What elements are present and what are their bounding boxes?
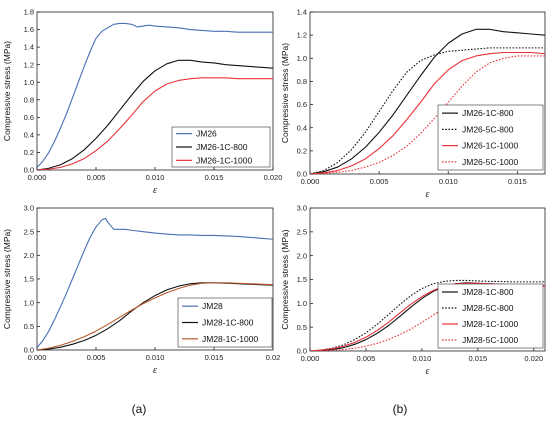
y-tick-label: 0.0 xyxy=(297,170,307,179)
x-tick-label: 0.005 xyxy=(87,353,106,362)
series-line-jm28 xyxy=(37,217,273,348)
plot-frame xyxy=(309,11,546,175)
x-tick-label: 0.015 xyxy=(468,354,487,363)
x-tick-label: 0.005 xyxy=(357,354,376,363)
panel-label-a: (a) xyxy=(132,402,147,416)
y-tick-label: 2.0 xyxy=(297,251,307,260)
y-tick-label: 0.0 xyxy=(297,347,307,356)
chart-bottom-right: 0.000 0.005 0.010 0.015 0.020 0.0 0.5 1.0 1.5 2.0… xyxy=(280,204,546,377)
y-tick-label: 0.8 xyxy=(24,95,34,104)
x-tick-label: 0.020 xyxy=(264,173,283,182)
x-tick-label: 0.015 xyxy=(205,173,224,182)
legend-entry: JM26 xyxy=(196,129,217,139)
x-tick-label: 0.000 xyxy=(301,354,320,363)
legend-entry: JM28-5C-800 xyxy=(462,303,514,313)
series-line-jm26-1c-800 xyxy=(37,59,273,170)
y-axis-label: Compressive stress (MPa) xyxy=(280,229,290,329)
y-tick-label: 1.2 xyxy=(24,60,34,69)
y-tick-label: 0.0 xyxy=(24,346,34,355)
x-axis-label: ε xyxy=(153,365,157,376)
x-tick-label: 0.005 xyxy=(370,177,389,186)
legend-entry: JM28-5C-1000 xyxy=(462,335,518,345)
legend-entry: JM28-1C-1000 xyxy=(462,319,518,329)
legend-entry: JM28-1C-800 xyxy=(462,287,514,297)
y-tick-label: 1.4 xyxy=(297,8,307,17)
y-tick-label: 2.5 xyxy=(297,227,307,236)
x-tick-label: 0.010 xyxy=(146,353,165,362)
legend-entry: JM26-5C-1000 xyxy=(462,157,518,167)
legend-box xyxy=(437,104,544,171)
y-tick-label: 3.0 xyxy=(297,204,307,213)
y-tick-label: 0.4 xyxy=(24,130,34,139)
y-tick-label: 1.6 xyxy=(24,25,34,34)
x-tick-label: 0.010 xyxy=(413,354,432,363)
legend-entry: JM26-5C-800 xyxy=(462,124,514,134)
x-tick-label: 0.010 xyxy=(146,173,165,182)
legend-box xyxy=(437,283,544,349)
chart-top-left: 0.000 0.005 0.010 0.015 0.020 0.0 0.2 0.4 0.6 0.8… xyxy=(2,8,282,196)
x-axis-label: ε xyxy=(153,185,157,196)
x-tick-label: 0.015 xyxy=(508,177,527,186)
y-tick-label: 0.0 xyxy=(24,166,34,175)
x-tick-label: 0.015 xyxy=(205,353,224,362)
series-line-jm26-5c-1000 xyxy=(310,55,545,174)
y-tick-label: 1.0 xyxy=(297,299,307,308)
y-tick-label: 2.5 xyxy=(24,227,34,236)
legend-entry: JM28-1C-1000 xyxy=(202,334,258,344)
y-tick-label: 0.4 xyxy=(297,123,307,132)
legend-entry: JM26-1C-1000 xyxy=(196,155,252,165)
y-axis-label: Compressive stress (MPa) xyxy=(2,229,12,329)
x-tick-label: 0.005 xyxy=(87,173,106,182)
x-axis-label: ε xyxy=(426,189,430,200)
series-line-jm26-1c-1000 xyxy=(310,51,545,174)
y-tick-label: 1.0 xyxy=(24,78,34,87)
x-tick-label: 0.02 xyxy=(266,353,281,362)
y-tick-label: 0.8 xyxy=(297,77,307,86)
y-axis-label: Compressive stress (MPa) xyxy=(2,41,12,141)
series-line-jm26-5c-800 xyxy=(310,47,545,174)
series-line-jm26-1c-800 xyxy=(310,28,545,174)
y-tick-label: 0.6 xyxy=(24,113,34,122)
x-tick-label: 0.000 xyxy=(301,177,320,186)
y-tick-label: 1.0 xyxy=(297,54,307,63)
y-tick-label: 1.4 xyxy=(24,43,34,52)
legend-entry: JM26-1C-800 xyxy=(462,108,514,118)
legend-entry: JM26-1C-800 xyxy=(196,142,248,152)
x-tick-label: 0.000 xyxy=(28,353,47,362)
y-tick-label: 1.8 xyxy=(24,8,34,17)
y-tick-label: 1.5 xyxy=(24,275,34,284)
y-tick-label: 0.6 xyxy=(297,100,307,109)
legend-entry: JM28 xyxy=(202,301,223,311)
chart-bottom-left: 0.000 0.005 0.010 0.015 0.02 0.0 0.5 1.0 1.5 2.0 2… xyxy=(2,204,280,376)
y-tick-label: 0.5 xyxy=(297,323,307,332)
legend-entry: JM26-1C-1000 xyxy=(462,141,518,151)
x-axis-label: ε xyxy=(426,366,430,377)
y-tick-label: 1.0 xyxy=(24,298,34,307)
x-tick-label: 0.020 xyxy=(524,354,543,363)
y-tick-label: 0.5 xyxy=(24,322,34,331)
y-tick-label: 2.0 xyxy=(24,251,34,260)
chart-top-right: 0.000 0.005 0.010 0.015 0.0 0.2 0.4 0.6 0.8 1.0 1.… xyxy=(280,8,546,200)
panel-label-b: (b) xyxy=(393,402,408,416)
y-tick-label: 0.2 xyxy=(24,148,34,157)
y-axis-label: Compressive stress (MPa) xyxy=(280,43,290,143)
legend-entry: JM28-1C-800 xyxy=(202,318,254,328)
series-line-jm26-1c-1000 xyxy=(37,77,273,170)
series-line-jm26 xyxy=(37,22,273,168)
y-tick-label: 1.2 xyxy=(297,31,307,40)
y-tick-label: 3.0 xyxy=(24,204,34,213)
y-tick-label: 0.2 xyxy=(297,146,307,155)
series-line-jm28-5c-1000 xyxy=(310,284,545,351)
series-line-jm28-1c-1000 xyxy=(37,282,273,350)
x-tick-label: 0.000 xyxy=(28,173,47,182)
x-tick-label: 0.010 xyxy=(439,177,458,186)
y-tick-label: 1.5 xyxy=(297,275,307,284)
